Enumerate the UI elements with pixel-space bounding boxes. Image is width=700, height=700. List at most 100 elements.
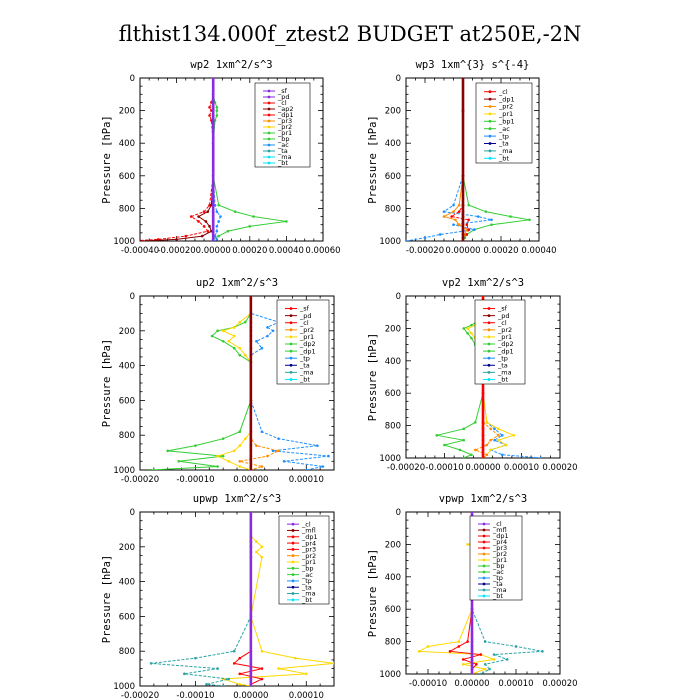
data-point — [461, 218, 465, 222]
x-tick-label: -0.00020 — [406, 246, 444, 256]
x-tick-label: 0.00040 — [269, 246, 304, 256]
data-point — [232, 662, 236, 665]
data-point — [208, 106, 211, 109]
data-point — [479, 653, 483, 656]
data-point — [470, 672, 474, 674]
legend-entry: _pr1 — [277, 129, 292, 137]
series-line — [151, 512, 252, 686]
data-point — [249, 460, 253, 463]
data-point — [249, 444, 253, 447]
data-point — [470, 667, 474, 671]
y-tick-label: 0 — [130, 292, 135, 302]
legend-entry: _pr1 — [301, 558, 316, 566]
legend-entry: _pr2 — [277, 123, 292, 131]
y-axis-label: Pressure [hPa] — [101, 555, 113, 644]
x-tick-label: -0.00020 — [121, 475, 159, 485]
data-point — [249, 615, 253, 618]
y-tick-label: 400 — [385, 139, 401, 149]
legend-entry: _pr2 — [299, 326, 314, 334]
data-point — [304, 672, 308, 676]
legend: _sf_pd_cl_pr2_pr1_dp2_dp1_tp_ta_ma_bt — [474, 299, 526, 385]
data-point — [233, 210, 237, 213]
data-point — [450, 215, 453, 218]
data-point — [205, 682, 208, 686]
legend-entry: _bp — [277, 135, 290, 143]
data-point — [321, 465, 325, 468]
legend-entry: _cl — [498, 88, 508, 96]
data-point — [249, 540, 253, 543]
legend-entry: _sf — [497, 305, 508, 313]
data-point — [194, 444, 197, 447]
data-point — [493, 438, 496, 442]
data-point — [448, 650, 452, 653]
legend-entry: _dp1 — [492, 532, 509, 540]
data-point — [238, 460, 242, 463]
data-point — [461, 239, 465, 241]
data-point — [500, 434, 504, 437]
data-point — [238, 672, 242, 676]
data-point — [211, 210, 215, 213]
legend: _sf_pd_cl_ap2_dp1_pr3_pr2_pr1_bp_ac_ta_m… — [254, 82, 311, 168]
legend-entry: _cl — [299, 319, 309, 327]
legend-entry: _tp — [492, 574, 503, 582]
data-point — [470, 658, 474, 661]
data-point — [260, 649, 264, 653]
data-point — [474, 421, 477, 424]
data-point — [481, 443, 485, 447]
data-point — [489, 438, 493, 442]
data-point — [215, 225, 219, 228]
data-point — [467, 218, 471, 222]
x-tick-label: 0.00020 — [542, 463, 577, 473]
data-point — [215, 109, 219, 112]
data-point — [215, 106, 219, 109]
legend-entry: _ta — [301, 583, 312, 591]
legend-entry: _bt — [497, 376, 508, 384]
panel-title: vpwp 1xm^2/s^3 — [439, 493, 528, 505]
data-point — [227, 677, 230, 681]
legend: _sf_pd_cl_pr2_pr1_dp2_dp1_tp_ta_ma_bt — [276, 299, 330, 385]
legend-entry: _mfl — [492, 526, 507, 534]
data-point — [232, 649, 236, 653]
data-point — [211, 234, 215, 238]
legend-entry: _pr1 — [497, 333, 512, 341]
legend-entry: _sf — [277, 87, 288, 95]
data-point — [479, 672, 483, 674]
data-point — [266, 326, 269, 329]
data-point — [470, 607, 474, 611]
data-point — [481, 427, 485, 431]
data-point — [467, 228, 471, 231]
data-point — [249, 512, 253, 514]
data-point — [249, 320, 253, 324]
data-point — [490, 218, 493, 222]
y-tick-label: 800 — [119, 431, 135, 441]
legend: _cl_mfl_dp1_pr4_pr3_pr2_pr1_bp_ac_tp_ta_… — [469, 515, 523, 601]
data-point — [461, 210, 465, 213]
data-point — [426, 645, 430, 648]
data-point — [197, 220, 200, 223]
data-point — [489, 427, 493, 431]
y-tick-label: 200 — [385, 324, 401, 334]
data-point — [282, 460, 286, 463]
data-point — [489, 448, 493, 452]
data-point — [252, 215, 255, 218]
x-tick-label: -0.00010 — [176, 691, 214, 700]
y-tick-label: 1000 — [113, 237, 135, 247]
y-tick-label: 600 — [385, 389, 401, 399]
y-tick-label: 800 — [385, 422, 401, 432]
legend-entry: _ma — [299, 369, 314, 377]
legend-entry: _ma — [497, 369, 512, 377]
data-point — [457, 223, 461, 226]
data-point — [227, 460, 230, 463]
panel-5: upwp 1xm^2/s^3 Pressure [hPa] 0 200 400 600 80… — [101, 493, 335, 700]
data-point — [249, 649, 253, 653]
data-point — [485, 453, 489, 457]
legend-entry: _ac — [492, 568, 504, 576]
y-tick-label: 800 — [385, 638, 401, 648]
data-point — [443, 443, 446, 447]
legend-entry: _dp1 — [277, 111, 294, 119]
y-tick-label: 200 — [119, 327, 135, 337]
x-tick-label: 0.00020 — [542, 679, 577, 689]
data-point — [461, 233, 465, 236]
data-point — [208, 114, 211, 117]
